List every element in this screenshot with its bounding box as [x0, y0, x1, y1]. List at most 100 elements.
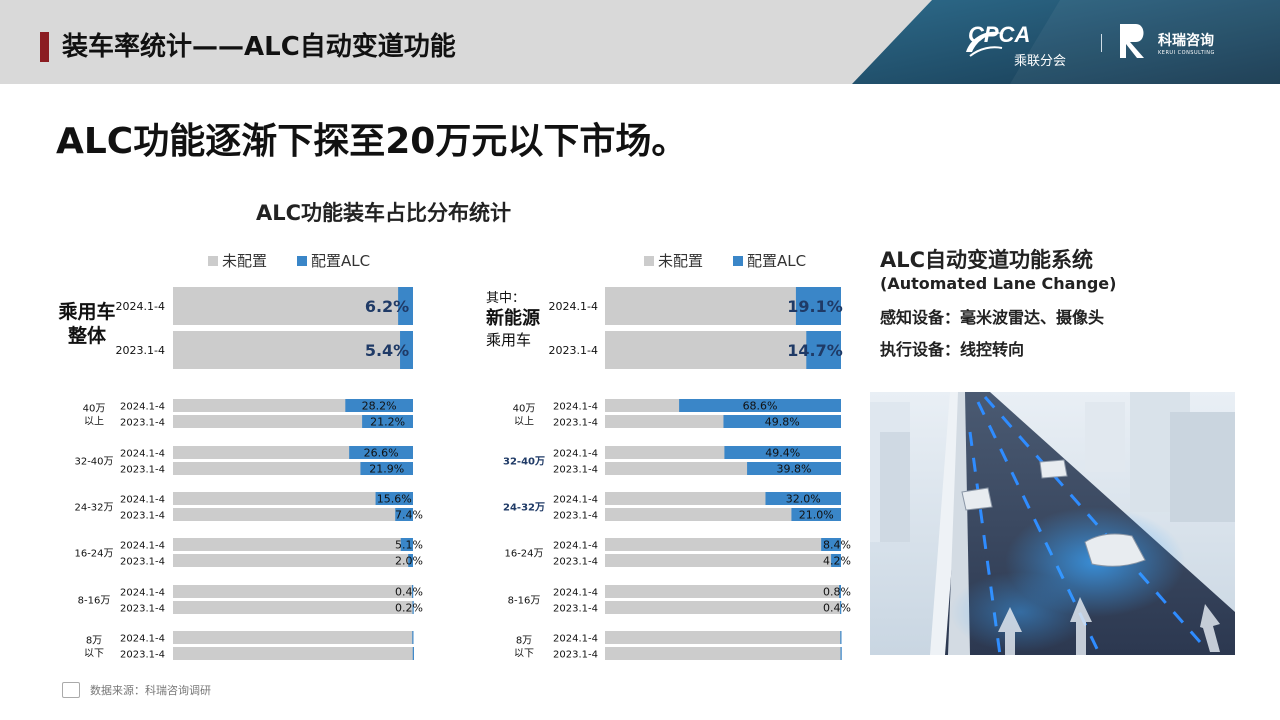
calendar-icon — [62, 682, 80, 698]
price-band-label: 40万 — [83, 404, 106, 415]
bar-configured — [821, 538, 841, 551]
bar-not-configured — [173, 462, 413, 475]
data-label: 8.4% — [823, 538, 851, 551]
data-label: 2.0% — [395, 554, 423, 567]
legend-label-not-configured: 未配置 — [222, 252, 268, 270]
period-label: 2023.1-4 — [553, 650, 598, 661]
price-band-label: 24-32万 — [503, 502, 545, 514]
price-band-label: 8-16万 — [508, 596, 541, 607]
bar-configured — [408, 554, 413, 567]
legend-swatch-blue — [297, 255, 308, 266]
bar-configured — [412, 601, 414, 614]
price-band-label: 8-16万 — [78, 596, 111, 607]
left-group-line1: 乘用车 — [58, 301, 116, 323]
bar-not-configured — [605, 647, 841, 660]
period-label: 2024.1-4 — [553, 449, 598, 460]
period-label: 2024.1-4 — [120, 588, 165, 599]
data-label: 5.4% — [365, 341, 409, 360]
data-label: 5.1% — [395, 538, 423, 551]
price-band-label: 32-40万 — [503, 456, 545, 468]
bar-configured — [765, 492, 841, 505]
kerui-logo-text: 科瑞咨询 — [1158, 33, 1214, 49]
period-label: 2024.1-4 — [120, 449, 165, 460]
bar-configured — [679, 399, 841, 412]
data-source-text: 数据来源：科瑞咨询调研 — [90, 684, 211, 697]
bar-configured — [345, 399, 413, 412]
cpca-swoosh-icon — [966, 31, 1004, 57]
sensing-devices: 感知设备：毫米波雷达、摄像头 — [880, 308, 1105, 327]
legend-label-configured: 配置ALC — [747, 252, 807, 270]
period-label: 2023.1-4 — [120, 418, 165, 429]
period-label: 2023.1-4 — [553, 511, 598, 522]
bar-not-configured — [605, 631, 841, 644]
price-band-label: 以上 — [514, 416, 534, 428]
bar-configured — [375, 492, 413, 505]
right-group-label: 其中： 新能源 乘用车 — [486, 290, 552, 350]
price-band-label: 16-24万 — [74, 549, 113, 560]
period-label: 2024.1-4 — [120, 402, 165, 413]
price-band-label: 8万 — [86, 636, 102, 647]
data-label: 6.2% — [365, 297, 409, 316]
actuation-devices: 执行设备：线控转向 — [880, 340, 1025, 359]
data-label: 39.8% — [777, 462, 812, 475]
legend-swatch-blue — [733, 255, 744, 266]
data-label: 28.2% — [362, 399, 397, 412]
data-label: 21.9% — [369, 462, 404, 475]
right-panel-title: ALC自动变道功能系统 — [880, 248, 1094, 272]
bar-configured — [362, 415, 413, 428]
data-label: 15.6% — [377, 492, 412, 505]
period-label: 2023.1-4 — [553, 418, 598, 429]
price-band-label: 32-40万 — [74, 457, 113, 468]
data-label: 0.2% — [395, 601, 423, 614]
right-panel-subtitle: (Automated Lane Change) — [880, 274, 1117, 293]
bar-configured — [398, 287, 413, 325]
kerui-logo-sub: KERUI CONSULTING — [1158, 50, 1215, 56]
bar-configured — [840, 631, 842, 644]
bar-not-configured — [173, 585, 413, 598]
period-label: 2024.1-4 — [553, 541, 598, 552]
bar-not-configured — [173, 415, 413, 428]
period-label: 2024.1-4 — [553, 495, 598, 506]
bar-configured — [349, 446, 413, 459]
page-title: 装车率统计——ALC自动变道功能 — [62, 32, 456, 62]
bar-configured — [806, 331, 841, 369]
period-label: 2024.1-4 — [553, 402, 598, 413]
bar-not-configured — [605, 508, 841, 521]
bar-configured — [795, 287, 841, 325]
legend-label-not-configured: 未配置 — [658, 252, 704, 270]
data-label: 68.6% — [743, 399, 778, 412]
header-accent — [40, 32, 49, 62]
data-label: 21.2% — [370, 415, 405, 428]
cpca-logo-sub: 乘联分会 — [1014, 54, 1067, 69]
bar-configured — [840, 601, 842, 614]
bar-not-configured — [173, 538, 413, 551]
bar-not-configured — [605, 554, 841, 567]
period-label: 2023.1-4 — [120, 604, 165, 615]
bar-configured — [412, 647, 414, 660]
period-label: 2023.1-4 — [553, 604, 598, 615]
bar-not-configured — [173, 647, 413, 660]
data-label: 26.6% — [364, 446, 399, 459]
data-label: 49.8% — [765, 415, 800, 428]
bar-configured — [839, 585, 841, 598]
data-label: 0.4% — [823, 601, 851, 614]
period-label: 2023.1-4 — [553, 557, 598, 568]
period-label: 2024.1-4 — [120, 541, 165, 552]
period-label: 2023.1-4 — [549, 344, 598, 357]
price-band-label: 40万 — [513, 404, 536, 415]
bar-not-configured — [605, 601, 841, 614]
data-label: 0.8% — [823, 585, 851, 598]
bar-configured — [412, 631, 414, 644]
bar-not-configured — [173, 287, 413, 325]
period-label: 2024.1-4 — [120, 495, 165, 506]
legend-swatch-gray — [644, 255, 654, 266]
period-label: 2023.1-4 — [120, 465, 165, 476]
period-label: 2023.1-4 — [120, 650, 165, 661]
bar-configured — [412, 585, 414, 598]
period-label: 2023.1-4 — [120, 511, 165, 522]
period-label: 2023.1-4 — [553, 465, 598, 476]
bar-not-configured — [173, 601, 413, 614]
price-band-label: 24-32万 — [74, 503, 113, 514]
bar-configured — [400, 538, 413, 551]
